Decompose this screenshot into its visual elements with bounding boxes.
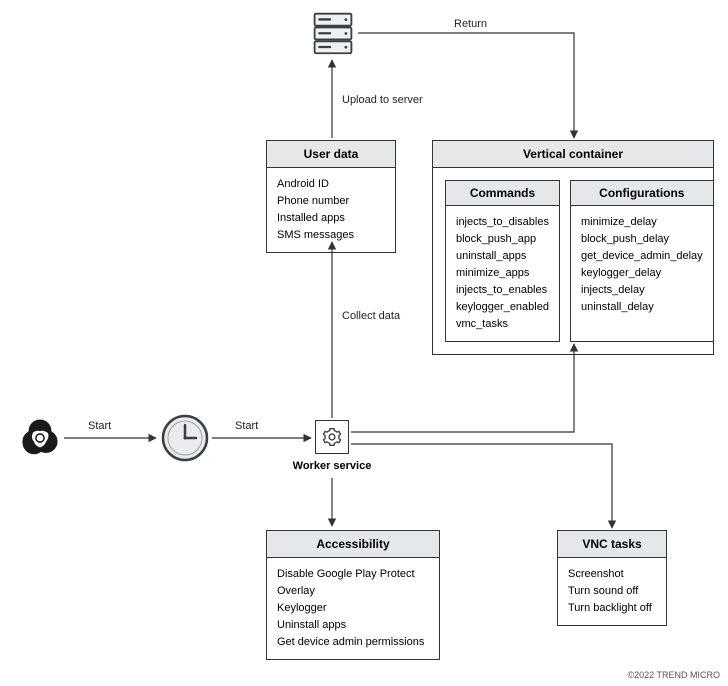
user-data-box: User data Android ID Phone number Instal… [266, 140, 396, 253]
list-item: Uninstall apps [277, 617, 429, 634]
list-item: Turn sound off [568, 583, 656, 600]
biohazard-icon [18, 416, 62, 460]
commands-title: Commands [446, 181, 559, 206]
edge-label-start-1: Start [88, 420, 111, 432]
list-item: uninstall_apps [456, 248, 549, 265]
list-item: Screenshot [568, 566, 656, 583]
vertical-container-box: Vertical container Commands injects_to_d… [432, 140, 714, 355]
list-item: keylogger_enabled [456, 299, 549, 316]
worker-service [315, 420, 349, 454]
configurations-title: Configurations [571, 181, 713, 206]
list-item: vmc_tasks [456, 316, 549, 333]
worker-service-label: Worker service [290, 460, 374, 472]
clock-icon [160, 413, 210, 463]
list-item: block_push_app [456, 231, 549, 248]
list-item: Turn backlight off [568, 600, 656, 617]
vnc-tasks-box: VNC tasks Screenshot Turn sound off Turn… [557, 530, 667, 626]
list-item: Disable Google Play Protect [277, 566, 429, 583]
user-data-body: Android ID Phone number Installed apps S… [267, 168, 395, 252]
list-item: block_push_delay [581, 231, 703, 248]
vertical-container-title: Vertical container [433, 141, 713, 168]
gear-icon [322, 427, 342, 447]
vnc-tasks-title: VNC tasks [558, 531, 666, 558]
server-icon [310, 10, 356, 56]
user-data-title: User data [267, 141, 395, 168]
list-item: uninstall_delay [581, 299, 703, 316]
list-item: minimize_apps [456, 265, 549, 282]
list-item: injects_delay [581, 282, 703, 299]
listebenso-item: Android ID [277, 176, 385, 193]
copyright: ©2022 TREND MICRO [628, 670, 721, 680]
list-item: SMS messages [277, 227, 385, 244]
list-item: Phone number [277, 193, 385, 210]
list-item: Get device admin permissions [277, 634, 429, 651]
edge-label-return: Return [454, 18, 487, 30]
list-item: minimize_delay [581, 214, 703, 231]
accessibility-box: Accessibility Disable Google Play Protec… [266, 530, 440, 660]
list-item: keylogger_delay [581, 265, 703, 282]
edge-label-collect: Collect data [342, 310, 400, 322]
list-item: injects_to_disables [456, 214, 549, 231]
commands-box: Commands injects_to_disables block_push_… [445, 180, 560, 342]
configurations-box: Configurations minimize_delay block_push… [570, 180, 714, 342]
list-item: injects_to_enables [456, 282, 549, 299]
list-item: Installed apps [277, 210, 385, 227]
edge-label-upload: Upload to server [342, 94, 423, 106]
list-item: Overlay [277, 583, 429, 600]
list-item: get_device_admin_delay [581, 248, 703, 265]
list-item: Keylogger [277, 600, 429, 617]
accessibility-title: Accessibility [267, 531, 439, 558]
edge-label-start-2: Start [235, 420, 258, 432]
